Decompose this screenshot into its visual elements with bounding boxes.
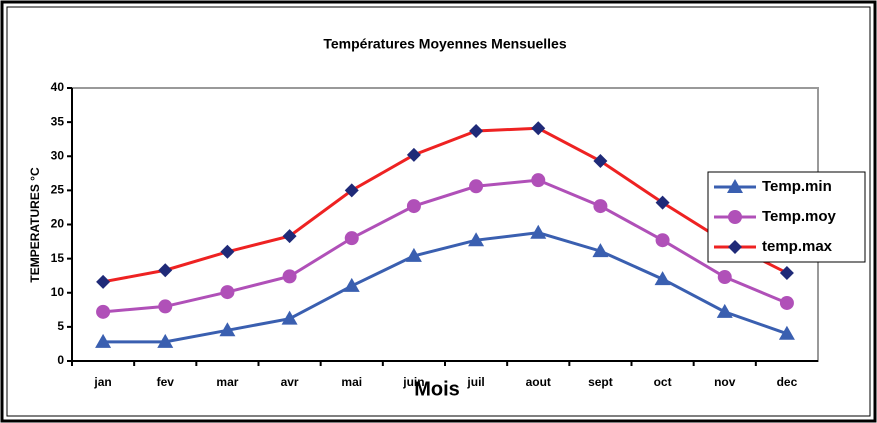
point — [592, 243, 609, 258]
point — [531, 173, 546, 188]
point — [158, 263, 173, 278]
x-tick-label: sept — [588, 375, 613, 389]
y-tick-label: 30 — [51, 148, 65, 162]
y-tick-label: 15 — [51, 251, 65, 265]
point — [593, 154, 608, 169]
point — [282, 269, 297, 284]
x-tick-label: mar — [216, 375, 238, 389]
point — [406, 199, 421, 214]
point — [220, 285, 235, 300]
x-tick-label: juil — [466, 375, 484, 389]
x-tick-label: aout — [526, 375, 551, 389]
y-tick-label: 25 — [51, 183, 65, 197]
point — [593, 199, 608, 214]
point — [96, 274, 111, 289]
x-tick-label: nov — [714, 375, 736, 389]
point — [406, 147, 421, 162]
legend-label: Temp.moy — [762, 208, 837, 225]
point — [779, 265, 794, 280]
point — [717, 270, 732, 285]
y-tick-label: 10 — [51, 285, 65, 299]
y-tick-label: 0 — [57, 353, 64, 367]
point — [469, 123, 484, 138]
x-tick-label: oct — [654, 375, 672, 389]
point — [344, 231, 359, 246]
point — [655, 233, 670, 248]
x-tick-label: juin — [402, 375, 424, 389]
legend-marker — [727, 179, 743, 193]
y-tick-label: 35 — [51, 114, 65, 128]
chart-title: Températures Moyennes Mensuelles — [323, 36, 566, 52]
y-tick-label: 20 — [51, 217, 65, 231]
legend-label: temp.max — [762, 238, 833, 255]
legend-label: Temp.min — [762, 178, 832, 195]
y-axis-label: TEMPERATURES °C — [28, 167, 42, 283]
point — [96, 304, 111, 319]
point — [344, 183, 359, 198]
point — [220, 244, 235, 259]
point — [157, 333, 174, 348]
point — [655, 195, 670, 210]
point — [95, 333, 112, 348]
series-line — [102, 178, 788, 314]
x-tick-label: avr — [281, 375, 299, 389]
point — [654, 271, 671, 286]
inner-frame — [6, 6, 871, 417]
point — [468, 232, 485, 247]
y-tick-label: 5 — [57, 319, 64, 333]
series-line — [103, 231, 788, 344]
point — [530, 224, 547, 239]
legend-marker — [728, 240, 742, 254]
x-tick-label: fev — [157, 375, 175, 389]
x-tick-label: jan — [93, 375, 111, 389]
plot-area — [71, 87, 819, 362]
point — [779, 295, 794, 310]
point — [531, 121, 546, 136]
point — [343, 277, 360, 292]
point — [219, 322, 236, 337]
point — [716, 303, 733, 318]
series-line — [102, 126, 788, 284]
point — [778, 325, 795, 340]
x-axis-label: Mois — [414, 378, 460, 400]
y-tick-label: 40 — [51, 80, 65, 94]
point — [405, 247, 422, 262]
point — [469, 179, 484, 194]
point — [158, 299, 173, 314]
point — [281, 310, 298, 325]
x-tick-label: mai — [341, 375, 362, 389]
legend-marker — [728, 210, 742, 224]
point — [282, 229, 297, 244]
x-tick-label: dec — [777, 375, 798, 389]
